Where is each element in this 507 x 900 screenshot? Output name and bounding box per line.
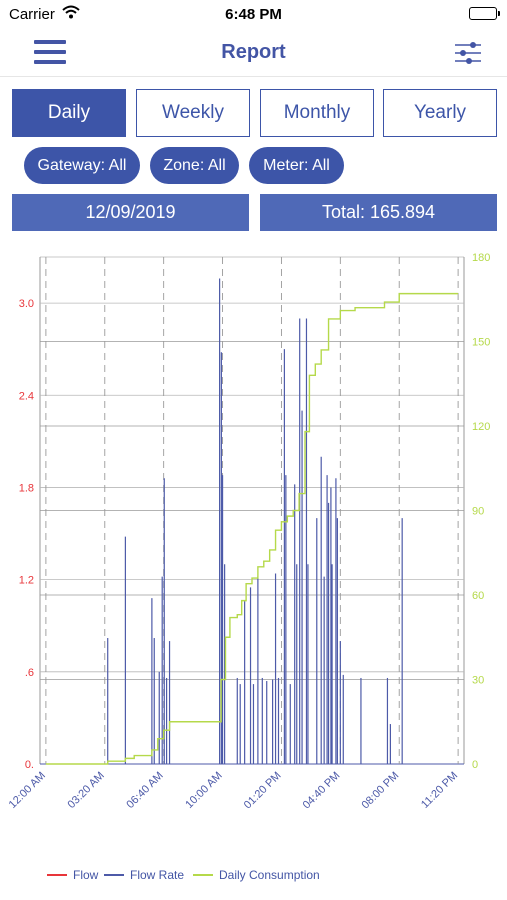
left-tick-label: 0. (25, 759, 34, 771)
tab-monthly[interactable]: Monthly (260, 89, 374, 137)
left-tick-label: .6 (25, 667, 34, 679)
legend-flow-rate-label: Flow Rate (130, 868, 185, 882)
consumption-chart: 0. .6 1.2 1.8 2.4 3.0 0 30 60 90 120 150 180 12:00 AM… (7, 252, 491, 812)
legend-flow-swatch (47, 874, 67, 876)
sliders-icon[interactable] (453, 40, 483, 66)
x-tick-label: 04:40 PM (301, 770, 343, 812)
tab-weekly[interactable]: Weekly (136, 89, 250, 137)
legend-flow: Flow (47, 868, 98, 882)
tab-yearly[interactable]: Yearly (383, 89, 497, 137)
right-tick-label: 0 (472, 759, 478, 771)
left-tick-label: 1.8 (19, 482, 34, 494)
hamburger-menu-icon[interactable] (34, 40, 66, 66)
right-tick-label: 150 (472, 337, 490, 349)
meter-filter-button[interactable]: Meter: All (249, 147, 344, 184)
tab-daily[interactable]: Daily (12, 89, 126, 137)
navigation-bar: Report (0, 30, 507, 77)
right-tick-label: 120 (472, 421, 490, 433)
right-tick-label: 60 (472, 590, 484, 602)
x-tick-label: 11:20 PM (419, 770, 460, 811)
legend-daily-consumption: Daily Consumption (193, 868, 320, 882)
clock-time: 6:48 PM (225, 6, 282, 23)
left-tick-label: 2.4 (19, 390, 34, 402)
legend-flow-rate-swatch (104, 874, 124, 876)
daily-consumption-line (45, 292, 459, 765)
right-tick-label: 90 (472, 506, 484, 518)
legend-flow-rate: Flow Rate (104, 868, 184, 882)
legend-daily-consumption-label: Daily Consumption (219, 868, 320, 882)
x-tick-label: 08:00 PM (360, 770, 402, 812)
x-tick-label: 06:40 AM (124, 770, 165, 811)
page-title: Report (221, 41, 286, 63)
total-display: Total: 165.894 (260, 194, 497, 231)
status-bar: Carrier 6:48 PM (0, 0, 507, 30)
battery-icon (469, 7, 500, 20)
zone-filter-button[interactable]: Zone: All (150, 147, 239, 184)
x-tick-label: 10:00 AM (183, 770, 224, 811)
period-tabs: Daily Weekly Monthly Yearly (12, 89, 497, 137)
left-tick-label: 1.2 (19, 575, 34, 587)
right-tick-label: 180 (472, 252, 490, 264)
carrier-label: Carrier (9, 6, 55, 23)
x-tick-label: 03:20 AM (66, 770, 107, 811)
x-tick-label: 12:00 AM (7, 770, 48, 811)
wifi-icon (62, 5, 80, 24)
right-tick-label: 30 (472, 675, 484, 687)
legend-daily-consumption-swatch (193, 874, 213, 876)
x-tick-label: 01:20 PM (242, 770, 284, 812)
gateway-filter-button[interactable]: Gateway: All (24, 147, 140, 184)
left-tick-label: 3.0 (19, 298, 34, 310)
legend-flow-label: Flow (73, 868, 99, 882)
date-display[interactable]: 12/09/2019 (12, 194, 249, 231)
